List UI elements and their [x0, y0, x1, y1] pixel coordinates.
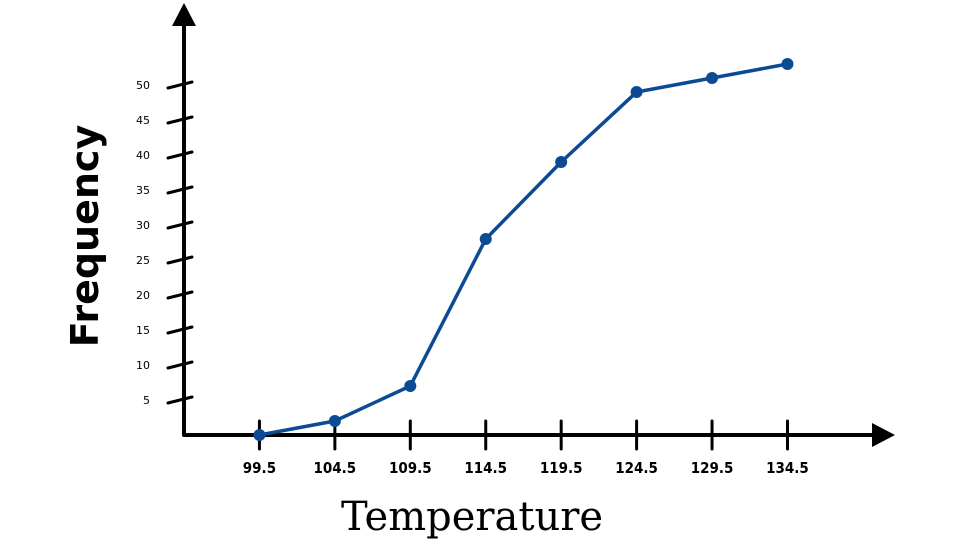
y-tick-label: 45 [136, 114, 150, 127]
y-tick [166, 395, 194, 405]
x-tick-label: 124.5 [615, 459, 658, 477]
y-tick-label: 25 [136, 254, 150, 267]
x-axis-arrow [872, 423, 895, 447]
x-tick-label: 99.5 [243, 459, 276, 477]
y-tick [166, 115, 194, 125]
y-tick [166, 360, 194, 370]
data-point [781, 58, 794, 70]
y-tick-label: 20 [136, 289, 150, 302]
y-tick-label: 10 [136, 359, 150, 372]
y-tick [166, 150, 194, 160]
series-line [257, 62, 790, 437]
y-tick [166, 80, 194, 90]
data-point [328, 415, 341, 427]
series-layer [253, 58, 794, 441]
data-point [253, 429, 266, 441]
x-tick-label: 134.5 [766, 459, 809, 477]
y-axis-arrow [172, 3, 196, 26]
x-ticks: 99.5 104.5 109.5 114.5 119.5 124.5 129.5 134.5 [243, 419, 809, 477]
y-tick-label: 30 [136, 219, 150, 232]
x-tick-label: 114.5 [464, 459, 507, 477]
x-tick-label: 129.5 [691, 459, 734, 477]
x-tick-label: 109.5 [389, 459, 432, 477]
x-tick-label: 104.5 [314, 459, 357, 477]
y-tick [166, 325, 194, 335]
data-point [555, 156, 568, 168]
y-tick [166, 290, 194, 300]
data-point [630, 86, 643, 98]
y-tick-label: 5 [143, 394, 150, 407]
y-tick-label: 35 [136, 184, 150, 197]
data-point [706, 72, 719, 84]
data-point [479, 233, 492, 245]
y-tick [166, 220, 194, 230]
x-axis-title: Temperature [341, 494, 603, 540]
y-tick [166, 255, 194, 265]
y-tick-label: 50 [136, 79, 150, 92]
y-ticks: 5 10 15 20 25 30 35 40 45 50 [136, 79, 194, 407]
x-tick-label: 119.5 [540, 459, 583, 477]
y-tick [166, 185, 194, 195]
y-tick-label: 15 [136, 324, 150, 337]
data-point [404, 380, 417, 392]
y-tick-label: 40 [136, 149, 150, 162]
y-axis-title: Frequency [63, 125, 107, 348]
